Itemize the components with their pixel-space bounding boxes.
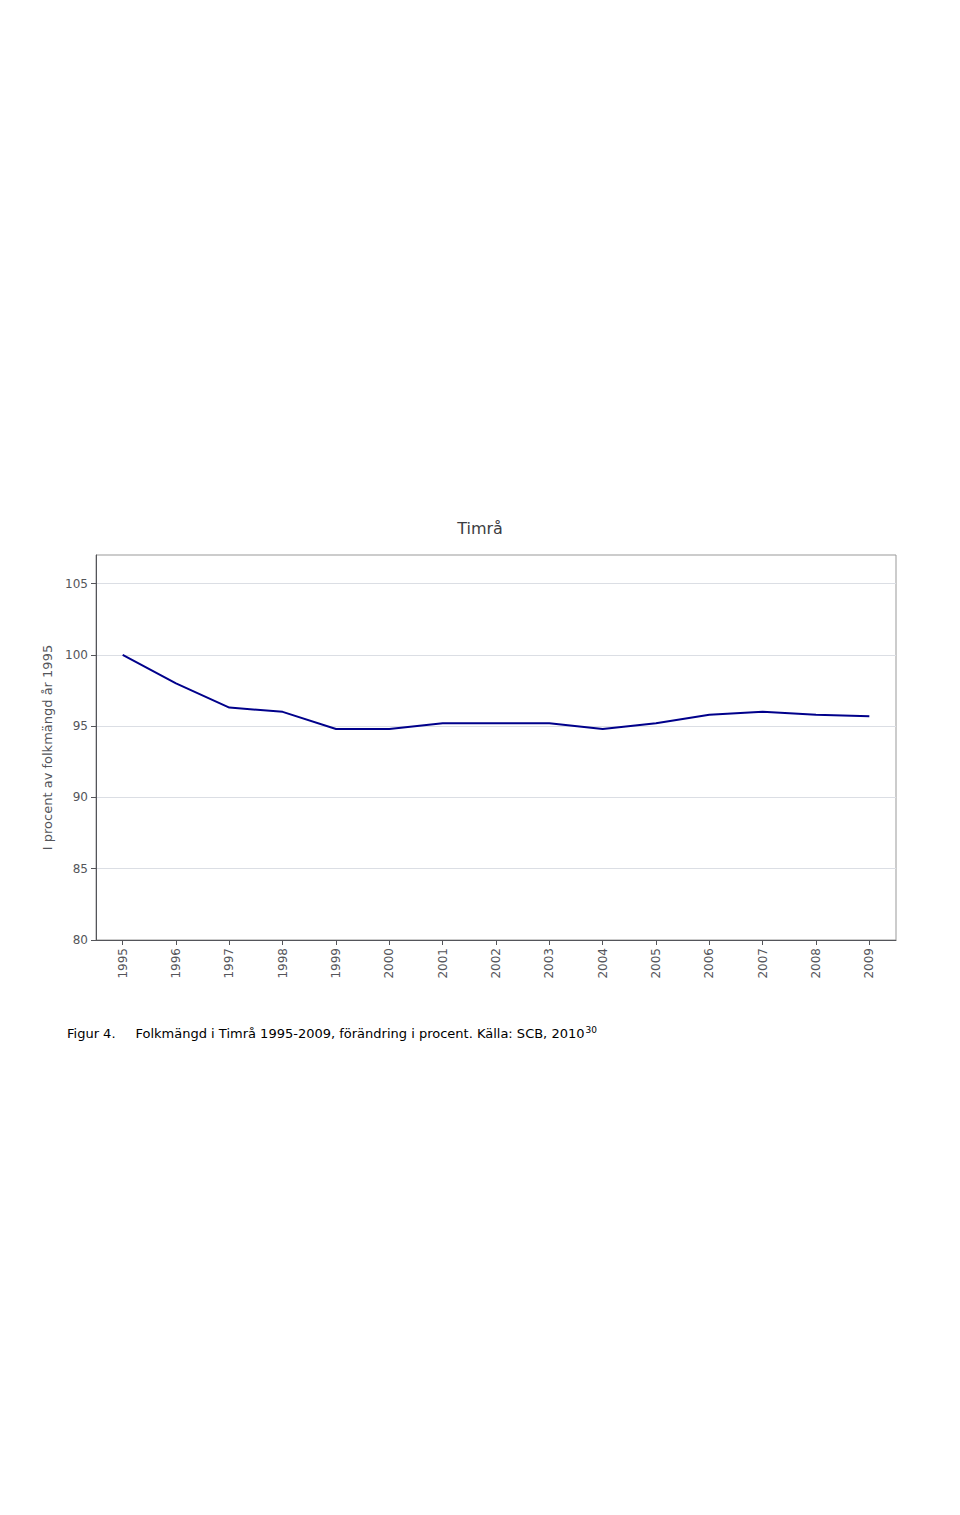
svg-text:2001: 2001 <box>436 948 450 979</box>
svg-text:2003: 2003 <box>542 948 556 979</box>
svg-text:85: 85 <box>73 862 88 876</box>
svg-text:2006: 2006 <box>702 948 716 979</box>
svg-text:1996: 1996 <box>169 948 183 979</box>
svg-text:80: 80 <box>73 933 88 947</box>
svg-text:1995: 1995 <box>116 948 130 979</box>
svg-text:90: 90 <box>73 790 88 804</box>
svg-text:Folkmängd i Timrå 1995-2009, f: Folkmängd i Timrå 1995-2009, förändring … <box>136 1026 585 1041</box>
svg-text:Timrå: Timrå <box>456 519 503 538</box>
svg-text:2000: 2000 <box>382 948 396 979</box>
svg-text:2009: 2009 <box>862 948 876 979</box>
svg-text:1998: 1998 <box>276 948 290 979</box>
svg-text:1999: 1999 <box>329 948 343 979</box>
svg-text:100: 100 <box>65 648 88 662</box>
svg-text:30: 30 <box>585 1025 597 1035</box>
svg-text:I procent av folkmängd år 1995: I procent av folkmängd år 1995 <box>40 645 55 850</box>
svg-text:2008: 2008 <box>809 948 823 979</box>
svg-text:Figur 4.: Figur 4. <box>67 1026 116 1041</box>
svg-text:105: 105 <box>65 577 88 591</box>
svg-text:2005: 2005 <box>649 948 663 979</box>
svg-text:95: 95 <box>73 719 88 733</box>
svg-text:1997: 1997 <box>222 948 236 979</box>
svg-text:2002: 2002 <box>489 948 503 979</box>
svg-text:2004: 2004 <box>596 948 610 979</box>
svg-text:2007: 2007 <box>756 948 770 979</box>
